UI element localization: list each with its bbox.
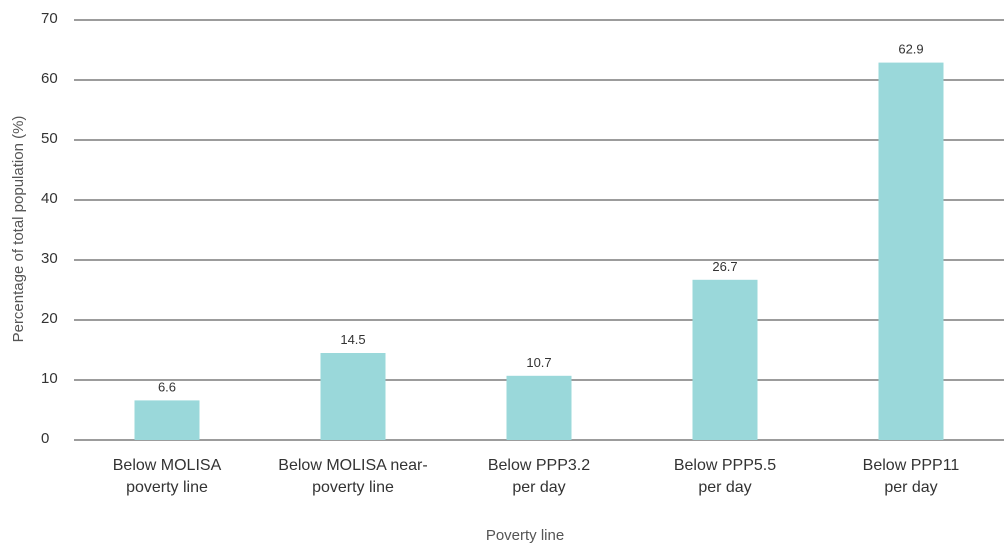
bar-1 (134, 400, 200, 440)
bar-4 (692, 279, 758, 440)
data-label-1: 6.6 (158, 379, 176, 394)
y-tick-label-60: 60 (41, 70, 58, 87)
y-tick-label-70: 70 (41, 10, 58, 27)
x-tick-label-5: Below PPP11 per day (863, 457, 960, 496)
bar-3 (506, 375, 572, 440)
y-tick-label-0: 0 (41, 430, 49, 447)
y-tick-label-20: 20 (41, 310, 58, 327)
y-axis-ticks: 0 10 20 30 40 50 60 70 (41, 10, 58, 447)
bar-5 (878, 62, 944, 440)
y-tick-label-50: 50 (41, 130, 58, 147)
data-label-5: 62.9 (898, 42, 923, 57)
x-tick-label-1: Below MOLISA poverty line (113, 457, 222, 496)
data-labels: 6.6 14.5 10.7 26.7 62.9 (158, 42, 924, 395)
x-axis-ticks: Below MOLISA poverty line Below MOLISA nea… (113, 457, 960, 496)
x-tick-label-4: Below PPP5.5 per day (674, 457, 776, 496)
y-axis-title: Percentage of total population (%) (10, 116, 27, 343)
gridlines (74, 19, 1004, 441)
data-label-4: 26.7 (712, 259, 737, 274)
x-axis-title: Poverty line (486, 527, 564, 544)
data-label-3: 10.7 (526, 355, 551, 370)
y-tick-label-40: 40 (41, 190, 58, 207)
x-tick-label-3: Below PPP3.2 per day (488, 457, 590, 496)
bar-2 (320, 353, 386, 440)
data-label-2: 14.5 (340, 332, 365, 347)
x-tick-label-2: Below MOLISA near-poverty line (278, 457, 427, 496)
y-tick-label-10: 10 (41, 370, 58, 387)
bars (134, 62, 944, 440)
y-tick-label-30: 30 (41, 250, 58, 267)
